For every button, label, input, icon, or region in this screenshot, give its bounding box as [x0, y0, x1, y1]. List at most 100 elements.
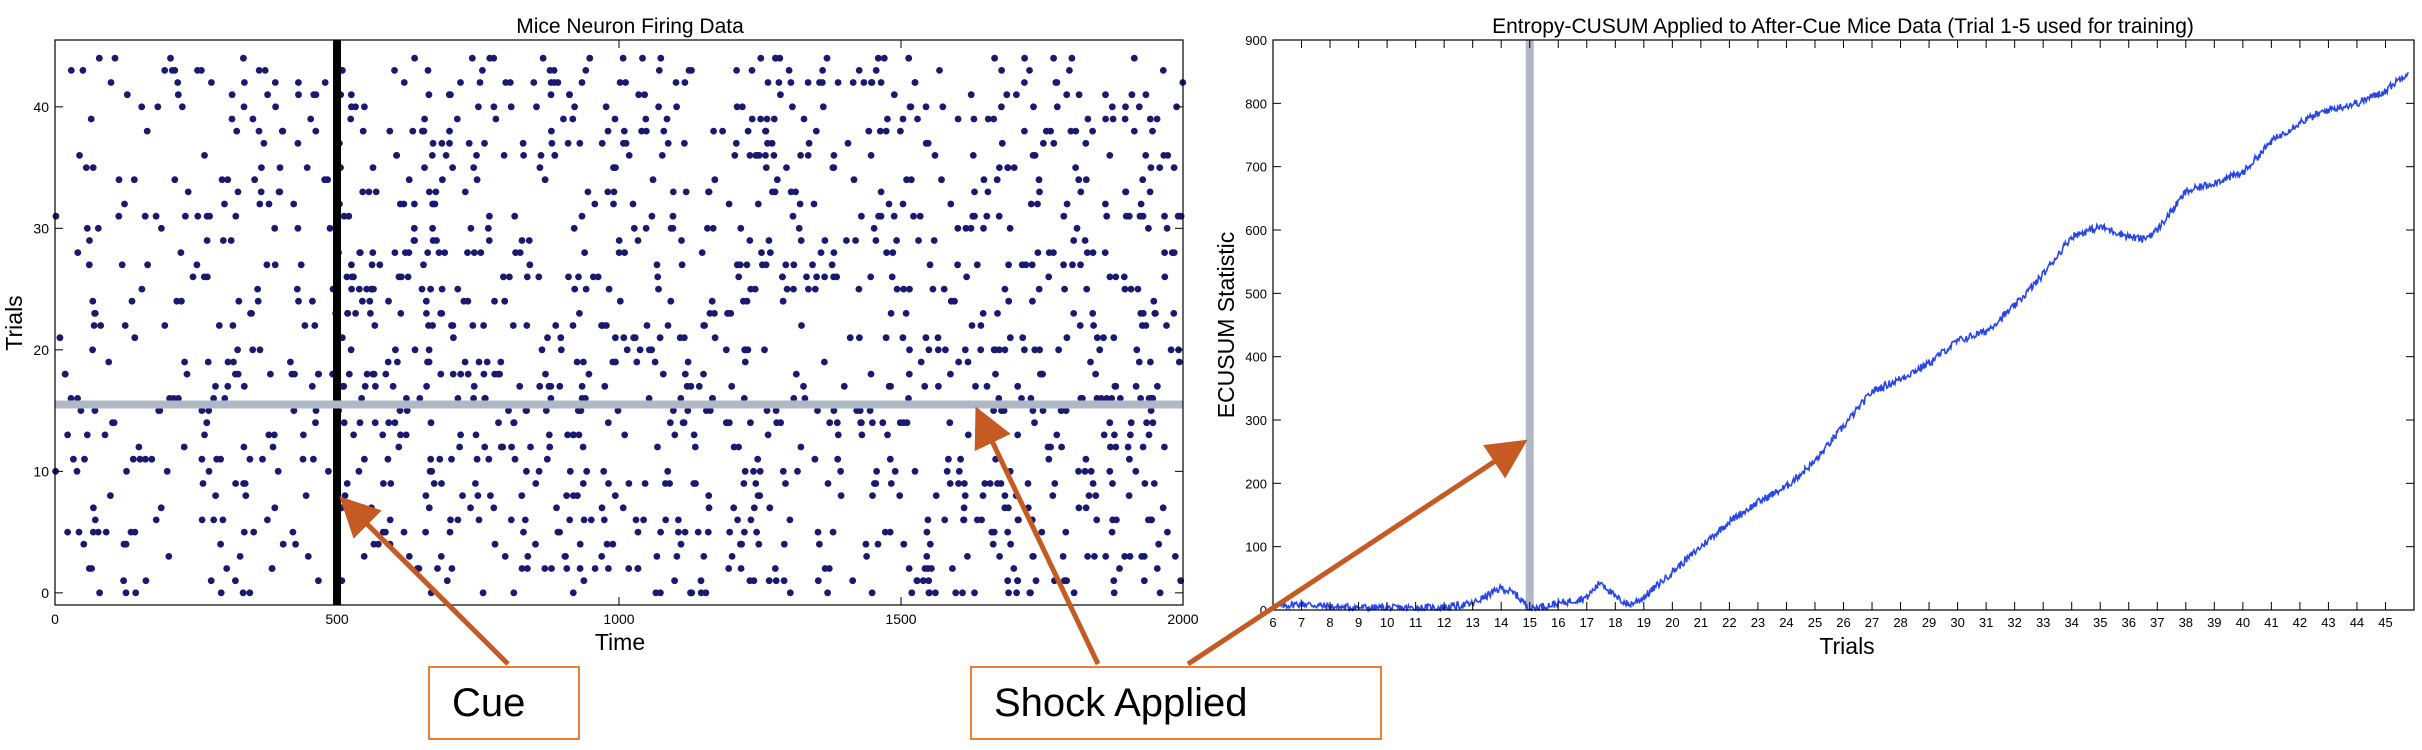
spike-point — [583, 467, 591, 475]
spike-point — [980, 224, 987, 232]
spike-point — [959, 589, 966, 597]
spike-point — [600, 467, 608, 475]
spike-point — [782, 480, 789, 487]
spike-point — [620, 127, 628, 135]
spike-point — [663, 115, 671, 123]
spike-point — [858, 419, 865, 427]
spike-point — [931, 152, 939, 159]
spike-point — [312, 127, 320, 135]
spike-point — [682, 188, 690, 196]
spike-point — [755, 152, 763, 159]
shock-callout: Shock Applied — [970, 666, 1382, 740]
spike-point — [726, 528, 734, 536]
spike-point — [501, 297, 509, 305]
spike-point — [819, 67, 826, 74]
spike-point — [1031, 419, 1038, 427]
spike-point — [758, 249, 765, 256]
spike-point — [1061, 577, 1068, 585]
spike-point — [310, 455, 317, 463]
spike-point — [256, 346, 264, 354]
spike-point — [609, 540, 617, 548]
spike-point — [439, 176, 446, 184]
spike-point — [1067, 127, 1075, 135]
spike-point — [251, 176, 258, 184]
spike-point — [900, 540, 908, 548]
spike-point — [923, 553, 931, 560]
spike-point — [967, 91, 975, 99]
spike-point — [922, 103, 930, 111]
spike-point — [585, 370, 593, 378]
spike-point — [816, 540, 823, 548]
spike-point — [395, 443, 403, 451]
spike-point — [522, 407, 530, 414]
spike-point — [454, 285, 462, 293]
spike-point — [171, 176, 179, 184]
spike-point — [773, 419, 781, 427]
spike-point — [913, 577, 921, 585]
y-tick-label: 20 — [33, 342, 49, 358]
spike-point — [115, 176, 123, 184]
spike-point — [174, 91, 182, 99]
spike-point — [135, 443, 143, 451]
spike-point — [790, 285, 797, 293]
spike-point — [397, 431, 404, 439]
spike-point — [988, 528, 996, 536]
spike-point — [887, 382, 894, 390]
spike-point — [1102, 553, 1110, 560]
spike-point — [877, 188, 885, 196]
spike-point — [1170, 249, 1178, 256]
spike-point — [611, 115, 619, 123]
spike-point — [684, 358, 692, 366]
spike-point — [833, 273, 841, 281]
spike-point — [632, 516, 640, 524]
spike-point — [914, 115, 921, 123]
spike-point — [633, 358, 641, 366]
y-tick-label: 30 — [33, 220, 49, 236]
spike-point — [386, 516, 394, 524]
spike-point — [764, 431, 772, 439]
y-tick-label: 600 — [1245, 223, 1267, 238]
spike-point — [256, 200, 264, 208]
spike-point — [234, 188, 242, 196]
x-tick-label: 2000 — [1167, 611, 1198, 627]
spike-point — [994, 480, 1001, 487]
spike-point — [1004, 528, 1012, 536]
spike-point — [210, 516, 218, 524]
spike-point — [594, 273, 602, 281]
spike-point — [882, 127, 890, 135]
x-tick-label: 1500 — [885, 611, 916, 627]
spike-point — [886, 528, 894, 536]
spike-point — [681, 370, 689, 378]
spike-point — [917, 358, 925, 366]
spike-point — [821, 273, 828, 281]
spike-point — [1106, 152, 1114, 159]
spike-point — [911, 467, 919, 475]
spike-point — [70, 455, 77, 463]
spike-point — [194, 212, 202, 220]
spike-point — [603, 540, 611, 548]
spike-point — [978, 516, 985, 524]
spike-point — [1014, 431, 1022, 439]
spike-point — [877, 212, 885, 220]
spike-point — [1163, 322, 1170, 329]
spike-point — [1066, 67, 1073, 74]
spike-point — [610, 188, 618, 196]
spike-point — [501, 553, 509, 560]
spike-point — [795, 224, 803, 232]
spike-point — [89, 164, 97, 172]
spike-point — [234, 370, 242, 378]
spike-point — [481, 139, 488, 147]
spike-point — [1053, 431, 1061, 439]
spike-point — [264, 91, 271, 99]
spike-point — [217, 589, 225, 597]
spike-point — [1145, 516, 1152, 524]
spike-point — [722, 346, 730, 354]
spike-point — [890, 212, 898, 220]
spike-point — [1146, 115, 1154, 123]
spike-point — [657, 528, 664, 536]
spike-point — [648, 212, 656, 220]
spike-point — [443, 577, 451, 585]
spike-point — [622, 79, 629, 86]
spike-point — [437, 553, 445, 560]
spike-point — [535, 273, 543, 281]
